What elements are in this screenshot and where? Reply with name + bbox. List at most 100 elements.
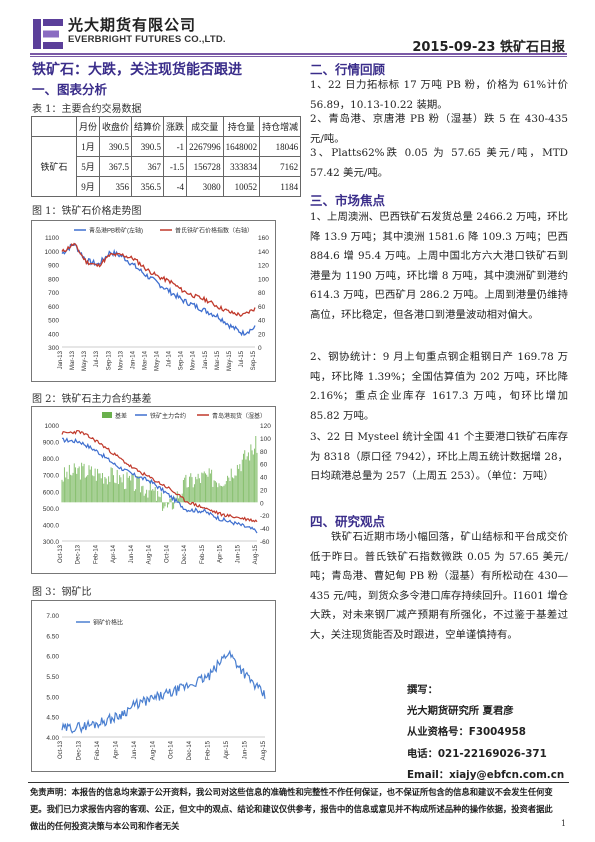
y-tick-label: 4.50	[46, 715, 59, 722]
x-tick-label: Sep-14	[179, 350, 185, 370]
x-tick-label: Jun-15	[243, 740, 249, 759]
series-line-main-contract	[62, 437, 258, 534]
y-tick-label: 1000	[45, 249, 60, 256]
y-tick-label: 1000	[45, 423, 60, 430]
figure1-caption: 图 1：铁矿石价格走势图	[32, 206, 142, 217]
figure3-caption: 图 3：钢矿比	[32, 587, 92, 598]
table-header: 收盘价	[99, 116, 133, 137]
basis-bar	[219, 485, 221, 503]
legend-label-platts: 普氏铁矿石价格指数（右轴）	[175, 227, 253, 235]
table-cell: -4	[163, 176, 188, 197]
basis-bar	[252, 454, 254, 503]
table1-caption: 表 1：主要合约交易数据	[32, 104, 142, 115]
x-tick-label: Apr-15	[218, 544, 224, 563]
basis-bar	[241, 459, 243, 503]
basis-bar	[196, 479, 198, 503]
basis-bar	[222, 486, 224, 503]
basis-bar	[67, 479, 69, 503]
basis-bar	[166, 502, 168, 508]
basis-bar	[157, 490, 159, 503]
basis-bar	[119, 475, 121, 503]
x-tick-label: Jun-14	[132, 740, 138, 759]
basis-bar	[132, 474, 134, 503]
x-tick-label: Jul-13	[94, 350, 100, 367]
brand-name-cn: 光大期货有限公司	[68, 16, 197, 34]
y2-tick-label: -40	[260, 526, 270, 533]
basis-bar	[115, 483, 117, 503]
basis-bar	[111, 468, 113, 503]
basis-bar	[84, 477, 86, 503]
x-tick-label: Sep-13	[106, 350, 112, 370]
basis-bar	[82, 466, 84, 503]
main-headline: 铁矿石：大跌，关注现货能否跟进	[32, 62, 242, 78]
x-tick-label: Jan-13	[58, 350, 64, 369]
table-header: 月份	[75, 116, 101, 137]
y-tick-label: 7.00	[46, 613, 59, 620]
basis-bar	[144, 493, 146, 503]
review-item-2: 2、青岛港、京唐港 PB 粉（湿基）跌 5 在 430-435 元/吨。	[310, 113, 568, 145]
x-tick-label: May-14	[155, 350, 161, 371]
basis-bar	[83, 463, 85, 503]
basis-bar	[216, 482, 218, 503]
basis-bar	[100, 478, 102, 503]
basis-bar	[128, 475, 130, 503]
basis-bar	[220, 486, 222, 503]
table-header: 结算价	[131, 116, 165, 137]
basis-bar	[155, 500, 157, 503]
legend-swatch-basis	[102, 412, 112, 418]
y2-tick-label: 100	[260, 436, 271, 443]
basis-bar	[79, 479, 81, 503]
basis-bar	[105, 478, 107, 503]
basis-bar	[131, 474, 133, 503]
basis-bar	[206, 474, 208, 503]
y2-tick-label: 0	[260, 500, 264, 507]
review-item-1: 1、22 日力拓标标 17 万吨 PB 粉，价格为 61%计价 56.89，10…	[310, 79, 568, 111]
basis-bar	[97, 468, 99, 503]
basis-bar	[163, 502, 165, 509]
y2-tick-label: -20	[260, 513, 270, 520]
x-tick-label: Apr-14	[113, 740, 119, 759]
x-tick-label: Dec-13	[76, 740, 82, 760]
basis-bar	[205, 473, 206, 503]
basis-bar	[75, 467, 76, 503]
x-tick-label: Mar-14	[142, 350, 148, 370]
x-tick-label: Apr-15	[224, 740, 230, 759]
y2-tick-label: 60	[260, 462, 268, 469]
basis-bar	[160, 492, 162, 503]
basis-bar	[231, 477, 233, 503]
basis-bar	[76, 473, 78, 503]
trade-data-table: 月份 收盘价 结算价 涨跌 成交量 持仓量 持仓增减 铁矿石 1月 390.5 …	[31, 116, 302, 197]
price-trend-chart: 1100100090080070060050040030016014012010…	[31, 220, 276, 382]
basis-bar	[147, 497, 149, 503]
table-cell: 1184	[259, 176, 302, 197]
table-cell: 356.5	[131, 176, 165, 197]
legend-label-ratio: 钢矿价格比	[93, 619, 123, 627]
y-tick-label: 5.00	[46, 694, 59, 701]
basis-bar	[109, 481, 111, 503]
y-tick-label: 400	[48, 331, 59, 338]
basis-bar	[200, 482, 202, 503]
page-number: 1	[561, 819, 567, 828]
basis-bar	[159, 497, 161, 503]
basis-bar	[149, 480, 151, 503]
basis-bar	[191, 477, 193, 503]
basis-bar	[108, 476, 110, 503]
basis-bar	[110, 467, 112, 503]
basis-bar	[68, 464, 70, 503]
section-market-review: 二、行情回顾	[310, 62, 386, 77]
basis-bar	[244, 450, 246, 503]
table-header: 涨跌	[163, 116, 188, 137]
basis-bar	[214, 481, 216, 503]
legend-label-spot: 青岛港现货（湿基）	[212, 412, 266, 420]
table-cell: -1.5	[163, 156, 188, 177]
basis-bar	[114, 482, 116, 503]
basis-bar	[113, 475, 114, 503]
y2-tick-label: 140	[258, 249, 269, 256]
x-tick-label: Aug-15	[253, 544, 259, 564]
basis-bar	[130, 480, 132, 503]
basis-bar	[73, 463, 75, 503]
y2-tick-label: 120	[260, 423, 271, 430]
basis-bar	[153, 490, 155, 503]
y2-tick-label: 40	[258, 318, 266, 325]
row-label: 铁矿石	[31, 136, 77, 197]
